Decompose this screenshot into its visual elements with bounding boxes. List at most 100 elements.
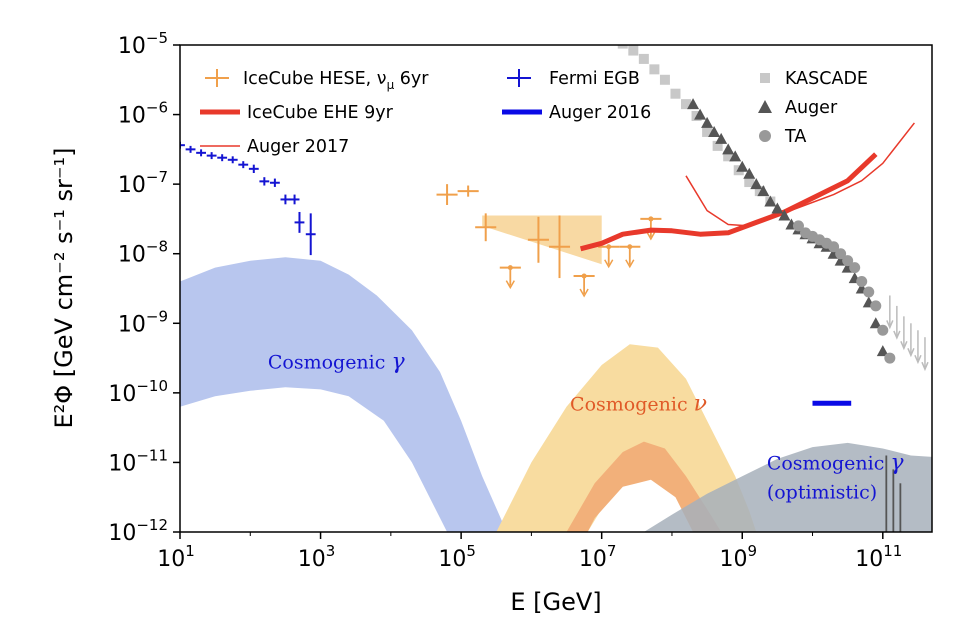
band-3 [643, 442, 932, 532]
auger-marker [869, 317, 882, 329]
ta-marker [884, 352, 896, 364]
annotation-1: Cosmogenic ν [570, 391, 707, 416]
legend-square [760, 73, 770, 83]
upper-limit-arrow [625, 259, 635, 269]
series-line-3 [685, 122, 915, 227]
auger-marker [750, 178, 763, 190]
errorbar-point-0-1 [185, 145, 196, 153]
kascade-marker [712, 140, 723, 151]
ta-marker [792, 220, 804, 232]
legend-item-3: Fermi EGB [507, 69, 640, 89]
x-axis-label: E [GeV] [510, 588, 601, 616]
auger-marker [715, 132, 728, 144]
kascade-marker [744, 177, 755, 188]
y-tick-label: 10−11 [108, 446, 168, 476]
legend-label: Fermi EGB [549, 69, 640, 89]
upper-limit-arrowhead [907, 347, 915, 358]
errorbar-point-1-8 [619, 244, 641, 269]
upper-limit-arrow [646, 231, 656, 241]
x-tick-label: 103 [298, 542, 336, 572]
errorbar-point-0-5 [227, 156, 238, 164]
annotation-2: Cosmogenic γ [767, 450, 905, 475]
errorbar-marker [507, 265, 513, 271]
auger-marker [701, 116, 714, 128]
errorbar-point-0-4 [217, 154, 228, 162]
errorbar-point-0-6 [238, 161, 249, 169]
errorbar-point-1-6 [573, 273, 595, 298]
legend-label: Auger [785, 98, 838, 118]
legend-item-5: KASCADE [760, 69, 868, 89]
legend-label: Auger 2017 [247, 137, 349, 157]
series-line-2 [579, 152, 878, 252]
auger-marker [764, 195, 777, 207]
kascade-marker [649, 64, 660, 75]
legend-label: Auger 2016 [549, 103, 651, 123]
x-tick-label: 101 [157, 542, 195, 572]
legend-item-6: Auger [758, 98, 838, 118]
ta-marker [870, 300, 882, 312]
errorbar-point-0-13 [305, 213, 316, 256]
x-tick-label: 107 [579, 542, 617, 572]
errorbar-marker [648, 216, 654, 222]
kascade-marker [659, 74, 670, 85]
upper-limit-arrow [579, 288, 589, 298]
errorbar-marker [606, 244, 612, 250]
errorbar-point-0-11 [289, 194, 300, 205]
upper-limit-arrowhead [893, 330, 901, 340]
errorbar-point-0-9 [269, 178, 280, 187]
kascade-marker [754, 186, 765, 197]
ta-marker [849, 262, 861, 274]
legend-label: KASCADE [785, 69, 868, 89]
upper-limit-arrow [505, 280, 515, 290]
auger-marker [708, 125, 721, 137]
errorbar-point-1-2 [475, 213, 497, 242]
y-tick-label: 10−5 [118, 29, 168, 59]
auger-marker [743, 167, 756, 179]
annotation-layer: Cosmogenic γ Cosmogenic ν Cosmogenic γ (opt… [268, 350, 905, 504]
errorbar-point-1-1 [457, 185, 479, 197]
errorbar-marker [581, 273, 587, 279]
auger-marker [876, 345, 889, 357]
ta-marker [856, 276, 868, 288]
legend-label: IceCube HESE, νμ 6yr [243, 69, 429, 92]
x-tick-label: 105 [438, 542, 476, 572]
y-tick-label: 10−12 [108, 516, 168, 546]
upper-limit-arrowhead [900, 341, 908, 351]
legend-circle [759, 130, 771, 142]
legend-label: TA [784, 127, 806, 147]
auger-marker [722, 143, 735, 155]
kascade-marker [723, 151, 734, 162]
x-tick-label: 1011 [855, 542, 902, 572]
kascade-marker [617, 45, 628, 49]
annotation-0: Cosmogenic γ [268, 350, 406, 375]
legend-item-4: Auger 2016 [502, 103, 651, 123]
errorbar-point-0-12 [294, 211, 305, 233]
errorbar-point-0-7 [248, 164, 259, 174]
legend-item-2: Auger 2017 [200, 137, 349, 157]
kascade-marker [628, 45, 639, 56]
ta-marker [877, 324, 889, 336]
auger-marker [778, 209, 791, 221]
errorbar-point-0-3 [206, 152, 217, 160]
y-tick-label: 10−9 [118, 307, 168, 337]
kascade-marker [702, 126, 713, 137]
kascade-marker [670, 88, 681, 99]
x-tick-label: 109 [719, 542, 757, 572]
errorbar-point-1-3 [499, 265, 521, 290]
errorbar-point-1-7 [598, 244, 620, 269]
auger-marker [687, 98, 700, 110]
y-tick-label: 10−7 [118, 168, 168, 198]
ta-marker [828, 241, 840, 253]
upper-limit-arrow [604, 259, 614, 269]
legend-item-7: TA [759, 127, 806, 147]
y-axis-label: E²Φ [GeV cm⁻² s⁻¹ sr⁻¹] [50, 147, 78, 428]
annotation-3: (optimistic) [767, 482, 877, 504]
band-0 [180, 257, 507, 532]
plot-frame [179, 44, 933, 533]
auger-marker [736, 160, 749, 172]
errorbar-point-1-5 [548, 215, 571, 279]
errorbar-point-0-10 [280, 194, 291, 205]
legend-item-0: IceCube HESE, νμ 6yr [205, 69, 429, 92]
upper-limit-arrowhead [914, 354, 922, 365]
